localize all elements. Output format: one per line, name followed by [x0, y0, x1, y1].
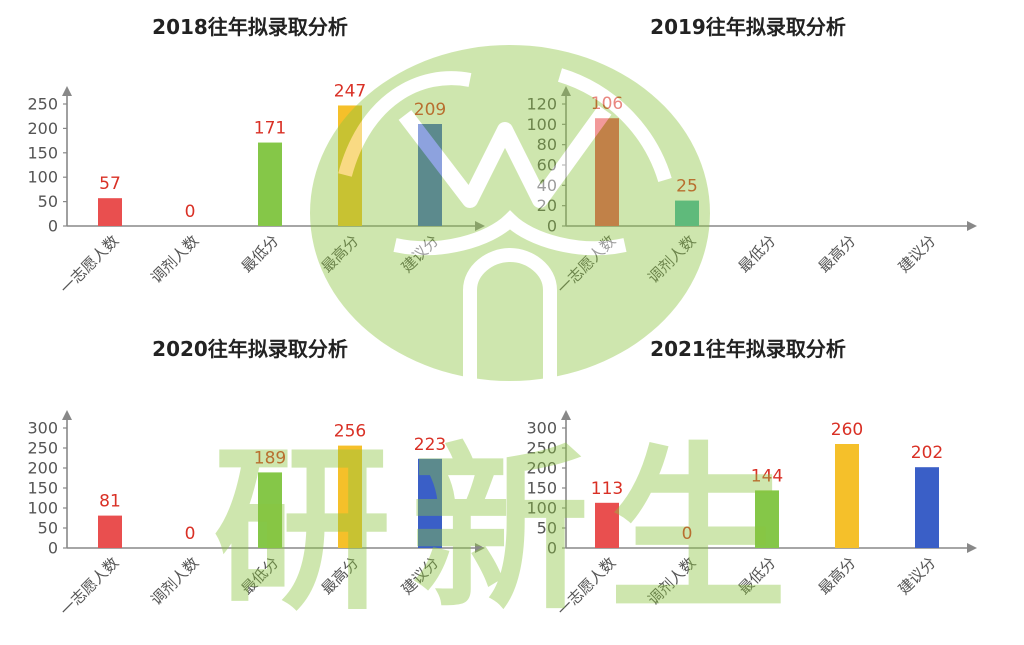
watermark-text: 研新生	[213, 427, 807, 634]
chart-title: 2020往年拟录取分析	[152, 337, 348, 361]
category-label: 最低分	[735, 232, 780, 277]
category-label: 最高分	[815, 232, 860, 277]
y-tick-label: 0	[48, 217, 58, 236]
chart-title: 2021往年拟录取分析	[650, 337, 846, 361]
y-tick-label: 250	[526, 439, 557, 458]
y-tick-label: 300	[27, 419, 58, 438]
chart-title: 2018往年拟录取分析	[152, 15, 348, 39]
y-tick-label: 0	[547, 539, 557, 558]
y-tick-label: 100	[27, 168, 58, 187]
category-label: 建议分	[895, 554, 940, 599]
category-label: 调剂人数	[147, 232, 202, 287]
bar	[595, 502, 619, 548]
data-label: 223	[414, 435, 446, 455]
bar	[675, 200, 699, 226]
bar	[418, 458, 442, 548]
y-tick-label: 100	[526, 115, 557, 134]
y-axis-arrow	[62, 410, 72, 420]
y-tick-label: 20	[537, 196, 557, 215]
y-tick-label: 250	[27, 95, 58, 114]
data-label: 81	[99, 492, 121, 512]
data-label: 247	[334, 81, 366, 101]
data-label: 189	[254, 448, 286, 468]
y-axis-arrow	[62, 86, 72, 96]
bar	[835, 444, 859, 548]
y-tick-label: 50	[537, 519, 557, 538]
y-tick-label: 200	[27, 119, 58, 138]
x-axis-arrow	[475, 543, 485, 553]
y-tick-label: 150	[526, 479, 557, 498]
data-label: 106	[591, 94, 623, 114]
data-label: 171	[254, 119, 286, 139]
bar	[98, 198, 122, 226]
watermark-layer: 研新生	[213, 45, 807, 634]
y-tick-label: 150	[27, 479, 58, 498]
data-label: 256	[334, 422, 366, 442]
data-label: 0	[682, 524, 693, 544]
bar	[418, 124, 442, 226]
data-label: 113	[591, 479, 623, 499]
y-tick-label: 0	[48, 539, 58, 558]
chart-title: 2019往年拟录取分析	[650, 15, 846, 39]
data-label: 25	[676, 177, 698, 197]
y-tick-label: 150	[27, 143, 58, 162]
y-tick-label: 40	[537, 176, 557, 195]
bar	[338, 105, 362, 226]
category-label: 调剂人数	[147, 554, 202, 609]
y-axis-arrow	[561, 86, 571, 96]
x-axis-arrow	[967, 221, 977, 231]
category-label: 一志愿人数	[57, 554, 123, 620]
data-label: 57	[99, 174, 121, 194]
bar	[258, 142, 282, 226]
bar	[915, 467, 939, 548]
y-tick-label: 200	[526, 459, 557, 478]
y-tick-label: 50	[38, 192, 58, 211]
data-label: 202	[911, 443, 943, 463]
category-label: 建议分	[895, 232, 940, 277]
x-axis-arrow	[967, 543, 977, 553]
y-tick-label: 80	[537, 135, 557, 154]
y-tick-label: 120	[526, 95, 557, 114]
y-tick-label: 0	[547, 217, 557, 236]
y-tick-label: 250	[27, 439, 58, 458]
x-axis-arrow	[475, 221, 485, 231]
bar	[258, 472, 282, 548]
bar	[595, 118, 619, 226]
data-label: 0	[185, 524, 196, 544]
data-label: 209	[414, 100, 446, 120]
y-tick-label: 100	[27, 499, 58, 518]
category-label: 最高分	[815, 554, 860, 599]
bar	[98, 515, 122, 548]
y-tick-label: 60	[537, 156, 557, 175]
category-label: 一志愿人数	[57, 232, 123, 298]
bar	[755, 490, 779, 548]
bar	[338, 445, 362, 548]
watermark-logo	[310, 45, 710, 381]
category-label: 最低分	[238, 232, 283, 277]
y-tick-label: 100	[526, 499, 557, 518]
y-tick-label: 50	[38, 519, 58, 538]
data-label: 0	[185, 202, 196, 222]
y-tick-label: 300	[526, 419, 557, 438]
y-tick-label: 200	[27, 459, 58, 478]
data-label: 260	[831, 420, 863, 440]
y-axis-arrow	[561, 410, 571, 420]
data-label: 144	[751, 466, 783, 486]
